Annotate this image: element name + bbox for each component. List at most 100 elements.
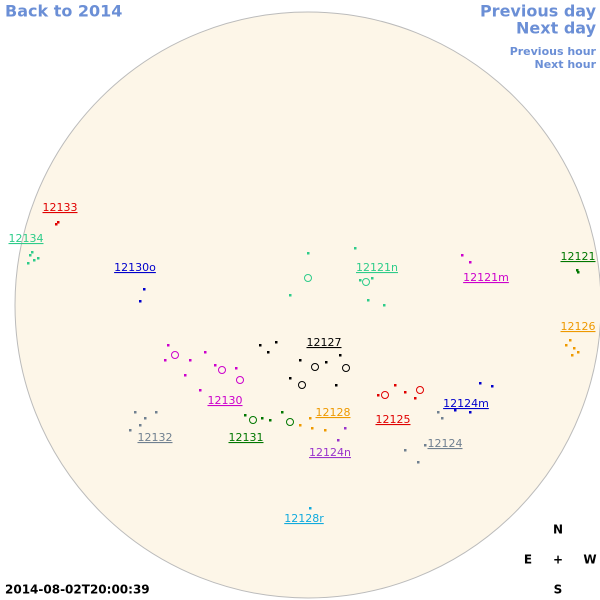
compass-south: S xyxy=(554,583,563,597)
sunspot xyxy=(469,261,472,264)
back-link[interactable]: Back to 2014 xyxy=(5,2,122,21)
sunspot xyxy=(299,359,302,362)
region-label: 12125 xyxy=(376,413,411,426)
region-label: 12121n xyxy=(356,261,398,274)
sunspot xyxy=(218,366,226,374)
sunspot xyxy=(139,424,142,427)
sunspot xyxy=(27,262,30,265)
sunspot xyxy=(55,223,58,226)
sunspot xyxy=(367,299,370,302)
sunspot xyxy=(289,294,292,297)
sunspot xyxy=(33,259,36,262)
sunspot xyxy=(383,304,386,307)
regions: 12133 12134 12130o 12121n 12121m 12121 12126 12… xyxy=(9,201,596,525)
sunspot xyxy=(362,278,370,286)
compass-center: + xyxy=(553,553,563,567)
timestamp: 2014-08-02T20:00:39 xyxy=(5,583,150,597)
sunspot xyxy=(437,411,440,414)
sunspot xyxy=(441,417,444,420)
sunspot xyxy=(189,359,192,362)
sunspot xyxy=(309,417,312,420)
next-hour-link[interactable]: Next hour xyxy=(535,58,597,71)
region-label: 12127 xyxy=(307,336,342,349)
sunspot xyxy=(235,367,238,370)
sunspot xyxy=(325,361,328,364)
sunspot xyxy=(298,381,306,389)
solar-disk xyxy=(14,11,600,599)
sunspot xyxy=(143,288,146,291)
sunspot xyxy=(275,341,278,344)
region-label: 12132 xyxy=(138,431,173,444)
sunspot xyxy=(286,418,294,426)
sunspot xyxy=(371,277,374,280)
region-label: 12124 xyxy=(428,437,463,450)
region-label: 12130o xyxy=(114,261,156,274)
sunspot xyxy=(199,389,202,392)
sunspot xyxy=(394,384,397,387)
sunspot xyxy=(164,359,167,362)
sunspot xyxy=(577,351,580,354)
region-label: 12121 xyxy=(561,250,596,263)
compass-north: N xyxy=(553,523,563,537)
sunspot xyxy=(139,300,142,303)
region-label: 12126 xyxy=(561,320,596,333)
sunspot xyxy=(381,391,389,399)
sunspot xyxy=(204,351,207,354)
sunspot xyxy=(171,351,179,359)
sunspot xyxy=(311,363,319,371)
sunspot xyxy=(339,354,342,357)
sunspot xyxy=(299,424,302,427)
region-label: 12124m xyxy=(443,397,489,410)
region-label: 12128 xyxy=(316,406,351,419)
sunspot xyxy=(31,251,34,254)
sunspot xyxy=(337,439,340,442)
sunspot xyxy=(129,429,132,432)
sunspot xyxy=(577,271,580,274)
region-label: 12133 xyxy=(43,201,78,214)
sunspot xyxy=(404,449,407,452)
region-label: 12131 xyxy=(229,431,264,444)
region-label: 12134 xyxy=(9,232,44,245)
sunspot xyxy=(491,385,494,388)
sunspot xyxy=(134,411,137,414)
sunspot xyxy=(324,429,327,432)
sunspot xyxy=(155,411,158,414)
sunspot xyxy=(144,417,147,420)
sunspot xyxy=(479,382,482,385)
sunspot xyxy=(461,254,464,257)
sunspot xyxy=(565,344,568,347)
sunspot xyxy=(236,376,244,384)
sunspot xyxy=(335,384,338,387)
sunspot xyxy=(307,252,310,255)
sunspot xyxy=(214,364,217,367)
sunspot xyxy=(414,397,417,400)
sunspot xyxy=(281,411,284,414)
sunspot xyxy=(269,419,272,422)
sunspot xyxy=(342,364,350,372)
sunspot xyxy=(37,257,40,260)
region-label: 12128r xyxy=(284,512,324,525)
sunspot xyxy=(309,507,312,510)
sunspot xyxy=(167,344,170,347)
sunspot xyxy=(569,339,572,342)
sunspot xyxy=(57,221,60,224)
region-label: 12130 xyxy=(208,394,243,407)
sunspot xyxy=(29,254,32,257)
sunspot xyxy=(469,411,472,414)
sunspot xyxy=(416,386,424,394)
sunspot xyxy=(344,427,347,430)
sunspot xyxy=(359,279,362,282)
previous-hour-link[interactable]: Previous hour xyxy=(510,45,597,58)
sunspot xyxy=(454,409,457,412)
sunspot xyxy=(377,394,380,397)
previous-day-link[interactable]: Previous day xyxy=(480,2,597,21)
sunspot xyxy=(424,444,427,447)
sunspot xyxy=(354,247,357,250)
sunspot xyxy=(571,354,574,357)
compass-east: E xyxy=(524,553,532,567)
sunspot xyxy=(576,269,579,272)
sunspot xyxy=(261,417,264,420)
next-day-link[interactable]: Next day xyxy=(516,19,597,38)
sunspot xyxy=(304,274,312,282)
